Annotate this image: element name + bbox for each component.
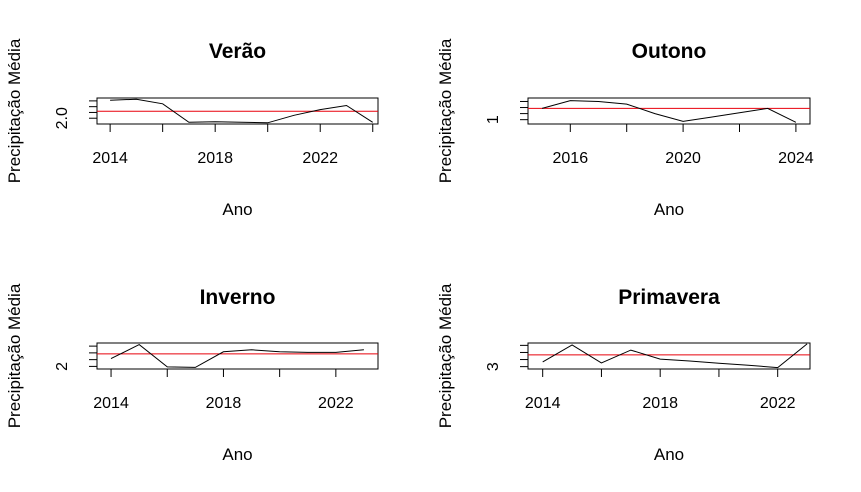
series-line (542, 343, 808, 369)
panel-1: Verão Ano Precipitação Média 2014 2018 2022 2.… (5, 38, 379, 219)
x-axis-label: Ano (654, 200, 684, 219)
y-tick-label: 2 (54, 362, 71, 371)
y-tick-label: 1 (485, 115, 502, 124)
panel-title: Inverno (200, 286, 276, 309)
x-tick-label: 2016 (553, 150, 589, 167)
x-axis-label: Ano (654, 445, 684, 464)
series-line (541, 100, 797, 123)
y-axis-label: Precipitação Média (5, 38, 24, 183)
panel-title: Primavera (618, 286, 720, 309)
panel-4: Primavera Ano Precipitação Média 2014 2018 20… (436, 283, 811, 464)
panel-title: Verão (209, 40, 266, 63)
series-line (110, 98, 373, 124)
x-tick-label: 2018 (642, 395, 678, 412)
plot-frame (96, 342, 379, 370)
plot-frame (527, 342, 811, 370)
x-tick-label: 2014 (92, 150, 128, 167)
x-tick-label: 2018 (206, 395, 242, 412)
x-tick-label: 2018 (197, 150, 233, 167)
plot-frame (527, 97, 811, 125)
y-axis-label: Precipitação Média (436, 38, 455, 183)
x-tick-label: 2020 (665, 150, 701, 167)
x-axis-label: Ano (222, 445, 252, 464)
y-tick-label: 3 (485, 362, 502, 371)
x-tick-label: 2022 (760, 395, 796, 412)
panel-2: Outono Ano Precipitação Média 2016 2020 2024 1 (436, 38, 814, 219)
x-tick-label: 2014 (525, 395, 561, 412)
panel-3: Inverno Ano Precipitação Média 2014 2018 2022… (5, 283, 379, 464)
x-tick-label: 2014 (93, 395, 129, 412)
series-line (110, 344, 364, 368)
panel-title: Outono (632, 40, 707, 63)
y-axis-label: Precipitação Média (5, 283, 24, 428)
x-axis-label: Ano (222, 200, 252, 219)
x-tick-label: 2022 (302, 150, 338, 167)
x-tick-label: 2022 (318, 395, 354, 412)
y-tick-label: 2.0 (54, 107, 71, 129)
y-axis-label: Precipitação Média (436, 283, 455, 428)
x-tick-label: 2024 (778, 150, 814, 167)
